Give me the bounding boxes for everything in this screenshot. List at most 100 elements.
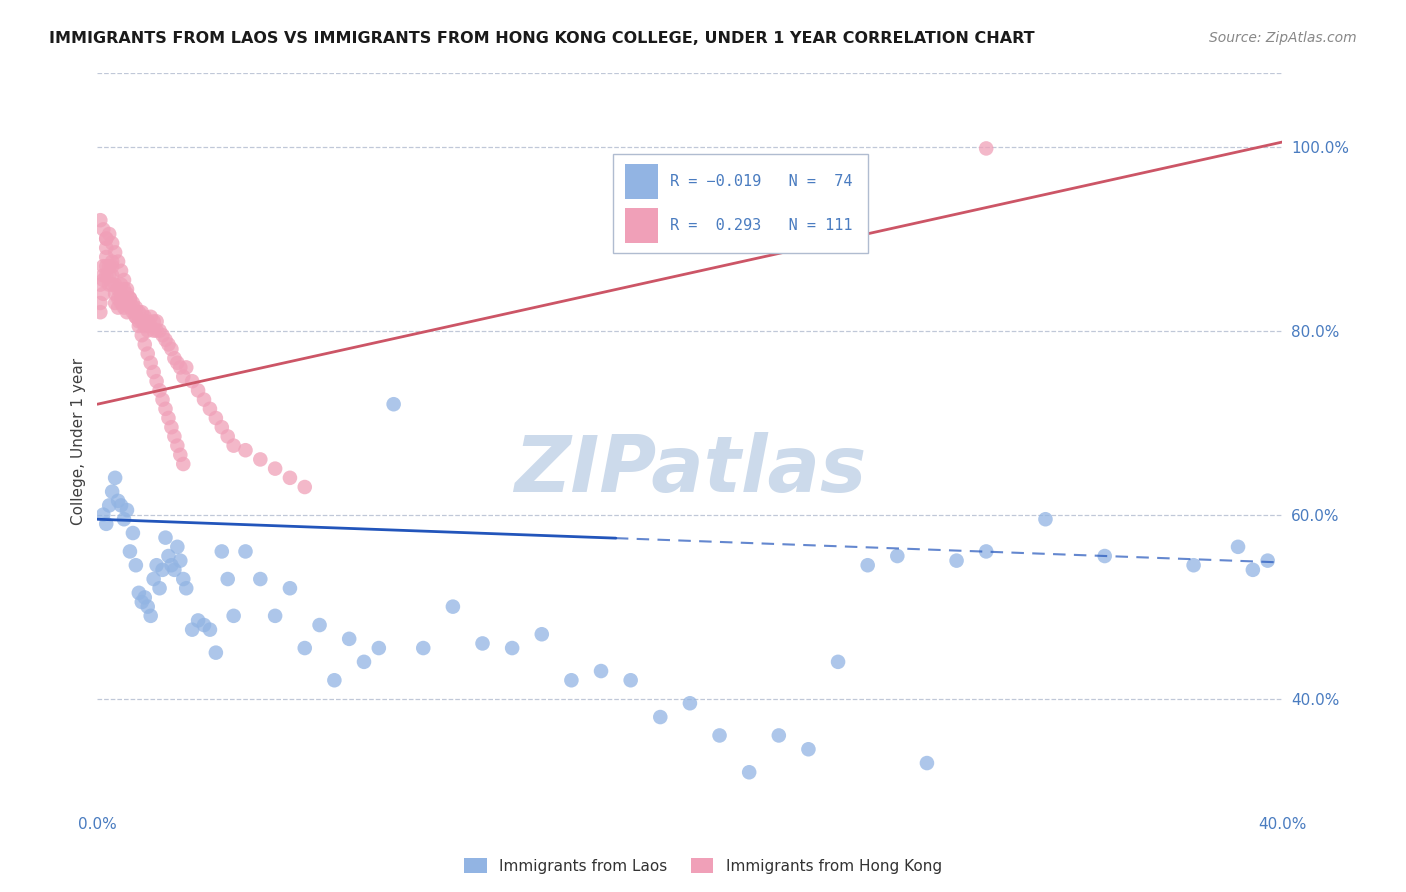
Point <box>118 292 141 306</box>
Point <box>96 231 118 245</box>
Point <box>115 503 138 517</box>
Point <box>101 259 124 273</box>
Point <box>128 586 150 600</box>
Point <box>172 369 194 384</box>
Point <box>367 641 389 656</box>
Point <box>142 572 165 586</box>
Point <box>139 310 162 324</box>
Point <box>679 696 702 710</box>
Point <box>131 314 153 328</box>
Point <box>131 305 153 319</box>
Text: IMMIGRANTS FROM LAOS VS IMMIGRANTS FROM HONG KONG COLLEGE, UNDER 1 YEAR CORRELAT: IMMIGRANTS FROM LAOS VS IMMIGRANTS FROM … <box>49 31 1035 46</box>
Point <box>181 623 204 637</box>
Point <box>142 365 165 379</box>
Point <box>89 213 111 227</box>
Point <box>104 277 127 292</box>
Point <box>827 655 849 669</box>
Point <box>155 401 177 416</box>
Point <box>172 457 194 471</box>
Point <box>115 286 138 301</box>
Point <box>125 310 148 324</box>
Point <box>122 301 145 315</box>
Point <box>122 526 145 541</box>
Point <box>96 241 118 255</box>
Point <box>1227 540 1250 554</box>
Point <box>650 710 672 724</box>
Point <box>530 627 553 641</box>
Point <box>353 655 375 669</box>
Point <box>131 328 153 343</box>
Point <box>738 765 761 780</box>
Point <box>211 544 233 558</box>
Point <box>337 632 360 646</box>
Point <box>198 623 221 637</box>
Point <box>193 392 215 407</box>
Point <box>148 324 170 338</box>
Point <box>163 351 186 366</box>
Point <box>110 264 132 278</box>
Point <box>856 558 879 573</box>
Point <box>278 471 301 485</box>
FancyBboxPatch shape <box>613 154 868 253</box>
Point <box>101 254 124 268</box>
Point <box>155 333 177 347</box>
Point <box>471 636 494 650</box>
Point <box>235 443 257 458</box>
Point <box>118 301 141 315</box>
Legend: Immigrants from Laos, Immigrants from Hong Kong: Immigrants from Laos, Immigrants from Ho… <box>458 852 948 880</box>
Point <box>160 420 183 434</box>
Point <box>104 296 127 310</box>
Point <box>101 236 124 251</box>
Point <box>589 664 612 678</box>
Point <box>412 641 434 656</box>
Point <box>1182 558 1205 573</box>
Point <box>323 673 346 688</box>
Point <box>98 227 121 241</box>
Point <box>107 493 129 508</box>
Point <box>98 277 121 292</box>
Point <box>134 337 156 351</box>
Point <box>501 641 523 656</box>
Point <box>187 614 209 628</box>
Text: Source: ZipAtlas.com: Source: ZipAtlas.com <box>1209 31 1357 45</box>
Point <box>205 646 228 660</box>
Point <box>441 599 464 614</box>
Point <box>91 268 114 283</box>
Y-axis label: College, Under 1 year: College, Under 1 year <box>72 358 86 524</box>
Point <box>112 512 135 526</box>
Point <box>560 673 582 688</box>
Point <box>128 314 150 328</box>
Point <box>145 314 167 328</box>
Point <box>139 608 162 623</box>
Point <box>974 544 997 558</box>
Point <box>110 286 132 301</box>
Point <box>1241 563 1264 577</box>
Point <box>139 318 162 333</box>
Point <box>91 508 114 522</box>
Point <box>107 254 129 268</box>
Point <box>145 324 167 338</box>
Point <box>264 461 287 475</box>
Point <box>915 756 938 770</box>
Point <box>181 374 204 388</box>
Point <box>131 595 153 609</box>
Point <box>152 392 174 407</box>
Point <box>107 292 129 306</box>
Point <box>235 544 257 558</box>
Point <box>145 374 167 388</box>
Point <box>211 420 233 434</box>
Point <box>249 452 271 467</box>
Point <box>122 305 145 319</box>
Point <box>797 742 820 756</box>
Point <box>1257 554 1279 568</box>
Point <box>110 499 132 513</box>
Point <box>107 301 129 315</box>
Point <box>152 328 174 343</box>
Point <box>139 356 162 370</box>
Point <box>134 318 156 333</box>
Point <box>768 729 790 743</box>
Point <box>163 563 186 577</box>
Point <box>107 282 129 296</box>
Point <box>91 222 114 236</box>
Point <box>115 282 138 296</box>
